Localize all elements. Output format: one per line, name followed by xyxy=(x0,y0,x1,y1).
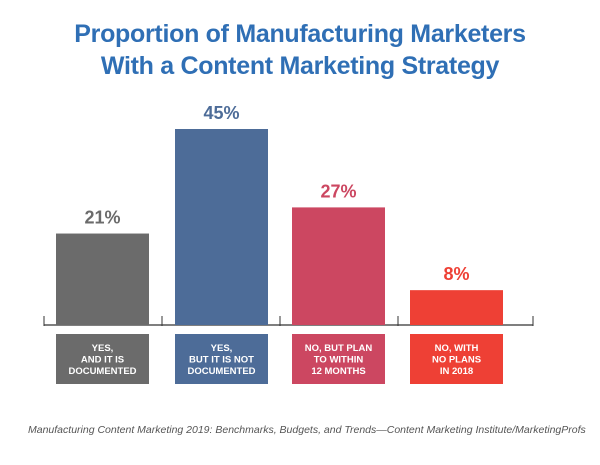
category-label: TO WITHIN xyxy=(314,355,364,366)
chart-title-line-1: Proportion of Manufacturing Marketers xyxy=(74,20,526,48)
category-label: NO PLANS xyxy=(432,355,481,366)
chart-title: Proportion of Manufacturing Marketers Wi… xyxy=(0,18,600,82)
bar-value-label: 8% xyxy=(443,264,469,284)
category-label-box xyxy=(56,334,149,384)
bar xyxy=(175,129,268,325)
category-label-box xyxy=(292,334,385,384)
category-label-box xyxy=(175,334,268,384)
bar-value-label: 21% xyxy=(84,208,120,228)
category-label: NO, WITH xyxy=(435,343,479,354)
category-label: IN 2018 xyxy=(440,366,473,377)
category-label: YES, xyxy=(92,343,114,354)
category-label-box xyxy=(410,334,503,384)
category-label: 12 MONTHS xyxy=(311,366,365,377)
bar xyxy=(56,233,149,325)
category-label: AND IT IS xyxy=(81,355,124,366)
source-citation: Manufacturing Content Marketing 2019: Be… xyxy=(28,424,586,436)
bar xyxy=(410,290,503,325)
category-label: DOCUMENTED xyxy=(187,366,255,377)
category-label: BUT IT IS NOT xyxy=(189,355,254,366)
bar xyxy=(292,207,385,325)
category-label: DOCUMENTED xyxy=(68,366,136,377)
bar-value-label: 27% xyxy=(320,181,356,201)
category-label: NO, BUT PLAN xyxy=(305,343,373,354)
chart-title-line-2: With a Content Marketing Strategy xyxy=(100,52,500,80)
category-label: YES, xyxy=(211,343,233,354)
bar-value-label: 45% xyxy=(203,103,239,123)
